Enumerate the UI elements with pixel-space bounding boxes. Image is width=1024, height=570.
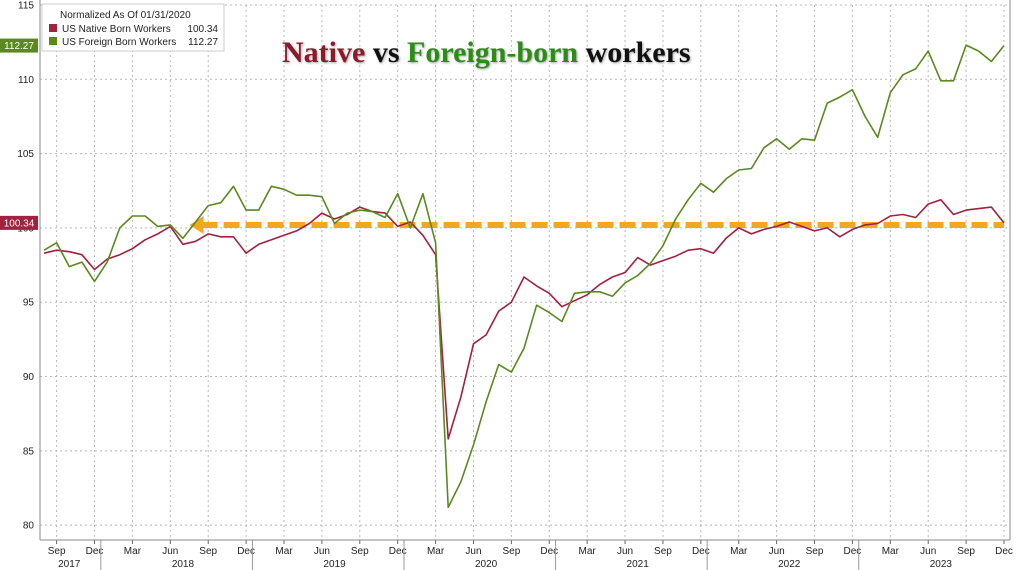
legend-label-foreign: US Foreign Born Workers [62, 37, 176, 48]
y-tick-label: 85 [23, 446, 35, 457]
x-tick-label: Sep [48, 546, 66, 557]
title-part-workers: workers [578, 36, 690, 69]
badge-layer: 112.27 100.34 [0, 38, 38, 230]
reference-arrowhead [189, 215, 204, 234]
year-label: 2022 [778, 559, 801, 570]
x-tick-label: Mar [579, 546, 597, 557]
x-tick-label: Jun [314, 546, 330, 557]
legend-swatch-foreign [49, 37, 57, 45]
legend-value-foreign: 112.27 [188, 37, 218, 48]
chart-title: Native vs Foreign-born workers [282, 36, 691, 69]
year-label: 2020 [475, 559, 498, 570]
year-label: 2017 [58, 559, 81, 570]
y-tick-label: 115 [18, 1, 34, 12]
x-tick-label: Dec [692, 546, 710, 557]
series-layer [43, 44, 1005, 509]
x-tick-label: Jun [162, 546, 178, 557]
y-tick-label: 90 [23, 372, 35, 383]
x-tick-label: Sep [806, 546, 824, 557]
x-tick-label: Sep [502, 546, 520, 557]
legend-label-native: US Native Born Workers [62, 24, 171, 35]
grid-layer [40, 4, 1010, 540]
x-tick-label: Jun [920, 546, 936, 557]
x-tick-label: Dec [844, 546, 862, 557]
year-label: 2018 [172, 559, 195, 570]
legend-box [41, 3, 225, 52]
axis-layer: 80859095100105110115SepDecMarJunSepDecMa… [17, 0, 1013, 570]
x-tick-label: Mar [882, 546, 900, 557]
last-value-badge-text: 100.34 [4, 218, 35, 229]
last-value-badge [0, 38, 38, 53]
series-line-foreign-born [43, 44, 1005, 509]
x-tick-label: Jun [617, 546, 633, 557]
legend: Normalized As Of 01/31/2020 US Native Bo… [41, 3, 225, 52]
title-part-vs: vs [365, 36, 407, 69]
x-tick-label: Mar [275, 546, 293, 557]
x-tick-label: Dec [540, 546, 558, 557]
last-value-badge-text: 112.27 [4, 41, 34, 52]
x-tick-label: Jun [465, 546, 481, 557]
x-tick-label: Sep [957, 546, 975, 557]
y-tick-label: 105 [17, 149, 34, 160]
title-part-native: Native [282, 36, 365, 69]
x-tick-label: Mar [427, 546, 445, 557]
x-tick-label: Dec [389, 546, 407, 557]
title-part-foreign-born: Foreign-born [407, 36, 578, 69]
x-tick-label: Dec [995, 546, 1013, 557]
last-value-badge [0, 215, 38, 230]
year-label: 2023 [930, 559, 953, 570]
x-tick-label: Dec [237, 546, 255, 557]
legend-value-native: 100.34 [187, 24, 218, 35]
x-tick-label: Dec [86, 546, 104, 557]
legend-heading: Normalized As Of 01/31/2020 [60, 10, 191, 21]
x-tick-label: Sep [351, 546, 369, 557]
x-tick-label: Mar [124, 546, 142, 557]
year-label: 2021 [627, 559, 650, 570]
year-label: 2019 [323, 559, 346, 570]
y-tick-label: 95 [23, 298, 35, 309]
x-tick-label: Jun [769, 546, 785, 557]
x-tick-label: Sep [199, 546, 217, 557]
x-tick-label: Mar [730, 546, 748, 557]
legend-swatch-native [49, 24, 57, 32]
series-line-native-born [43, 198, 1005, 440]
x-tick-label: Sep [654, 546, 672, 557]
y-tick-label: 110 [18, 75, 34, 86]
y-tick-label: 80 [23, 521, 35, 532]
